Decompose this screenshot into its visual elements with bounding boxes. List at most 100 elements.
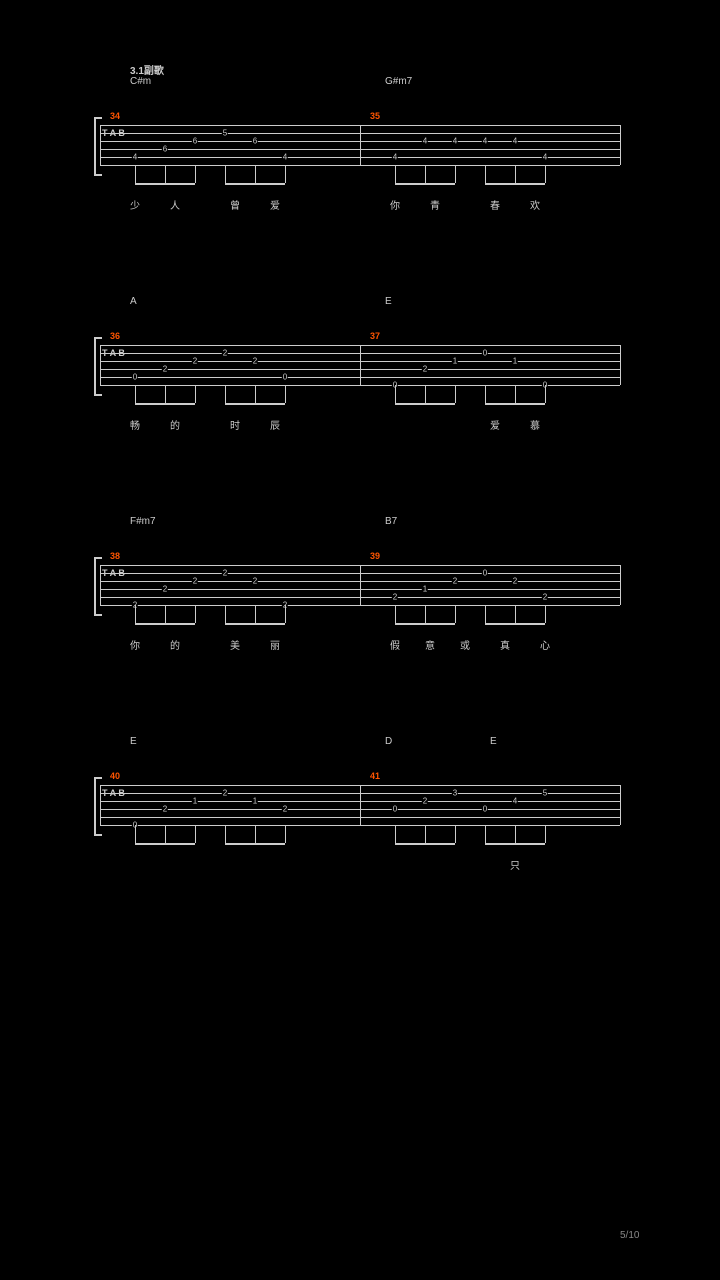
note-stem: [455, 825, 456, 843]
fret-number: 4: [452, 137, 458, 146]
chord-label: A: [130, 296, 137, 307]
note-stem: [255, 165, 256, 183]
fret-number: 0: [482, 349, 488, 358]
barline: [360, 125, 361, 165]
tab-clef: T A B: [102, 788, 125, 799]
barline: [620, 785, 621, 825]
lyric: 少: [130, 197, 140, 212]
fret-number: 4: [482, 137, 488, 146]
fret-number: 2: [422, 797, 428, 806]
beam: [485, 183, 545, 185]
note-stem: [225, 605, 226, 623]
beam: [135, 623, 195, 625]
chord-label: E: [385, 296, 392, 307]
measure-number: 36: [110, 331, 120, 341]
chord-label: D: [385, 736, 392, 747]
fret-number: 0: [482, 805, 488, 814]
beam: [135, 843, 195, 845]
fret-number: 2: [452, 577, 458, 586]
measure-number: 38: [110, 551, 120, 561]
fret-number: 2: [162, 585, 168, 594]
note-stem: [165, 605, 166, 623]
barline: [100, 565, 101, 605]
barline: [360, 345, 361, 385]
chord-label: B7: [385, 516, 397, 527]
note-stem: [135, 165, 136, 183]
fret-number: 2: [512, 577, 518, 586]
lyric: 你: [130, 637, 140, 652]
note-stem: [545, 605, 546, 623]
measure-number: 35: [370, 111, 380, 121]
note-stem: [545, 165, 546, 183]
beam: [225, 183, 285, 185]
lyric: 青: [430, 197, 440, 212]
note-stem: [485, 165, 486, 183]
lyric: 辰: [270, 417, 280, 432]
lyric: 或: [460, 637, 470, 652]
note-stem: [135, 605, 136, 623]
fret-number: 1: [452, 357, 458, 366]
barline: [620, 565, 621, 605]
fret-number: 2: [192, 357, 198, 366]
lyric: 你: [390, 197, 400, 212]
chord-label: F#m7: [130, 516, 156, 527]
fret-number: 2: [192, 577, 198, 586]
fret-number: 1: [192, 797, 198, 806]
fret-number: 2: [222, 569, 228, 578]
fret-number: 2: [162, 805, 168, 814]
fret-number: 5: [542, 789, 548, 798]
fret-number: 4: [512, 797, 518, 806]
note-stem: [515, 605, 516, 623]
fret-number: 2: [392, 593, 398, 602]
note-stem: [485, 385, 486, 403]
measure-number: 34: [110, 111, 120, 121]
fret-number: 2: [282, 805, 288, 814]
note-stem: [545, 385, 546, 403]
note-stem: [485, 605, 486, 623]
note-stem: [455, 385, 456, 403]
fret-number: 4: [512, 137, 518, 146]
note-stem: [225, 385, 226, 403]
note-stem: [515, 165, 516, 183]
fret-number: 5: [222, 129, 228, 138]
lyric: 的: [170, 637, 180, 652]
fret-number: 2: [542, 593, 548, 602]
fret-number: 0: [132, 373, 138, 382]
note-stem: [165, 165, 166, 183]
beam: [395, 183, 455, 185]
fret-number: 6: [162, 145, 168, 154]
note-stem: [285, 165, 286, 183]
fret-number: 1: [512, 357, 518, 366]
fret-number: 2: [252, 357, 258, 366]
tab-clef: T A B: [102, 128, 125, 139]
beam: [485, 623, 545, 625]
measure-number: 39: [370, 551, 380, 561]
note-stem: [395, 825, 396, 843]
note-stem: [515, 385, 516, 403]
note-stem: [225, 165, 226, 183]
lyric: 爱: [490, 417, 500, 432]
beam: [395, 843, 455, 845]
fret-number: 4: [422, 137, 428, 146]
fret-number: 4: [542, 153, 548, 162]
fret-number: 2: [222, 349, 228, 358]
barline: [100, 785, 101, 825]
fret-number: 0: [392, 805, 398, 814]
note-stem: [135, 385, 136, 403]
lyric: 意: [425, 637, 435, 652]
lyric: 慕: [530, 417, 540, 432]
note-stem: [285, 605, 286, 623]
beam: [135, 183, 195, 185]
beam: [485, 403, 545, 405]
lyric: 假: [390, 637, 400, 652]
lyric: 美: [230, 637, 240, 652]
lyric: 丽: [270, 637, 280, 652]
note-stem: [395, 605, 396, 623]
beam: [395, 403, 455, 405]
chord-label: E: [490, 736, 497, 747]
fret-number: 6: [252, 137, 258, 146]
note-stem: [165, 825, 166, 843]
note-stem: [195, 605, 196, 623]
note-stem: [425, 605, 426, 623]
fret-number: 2: [422, 365, 428, 374]
